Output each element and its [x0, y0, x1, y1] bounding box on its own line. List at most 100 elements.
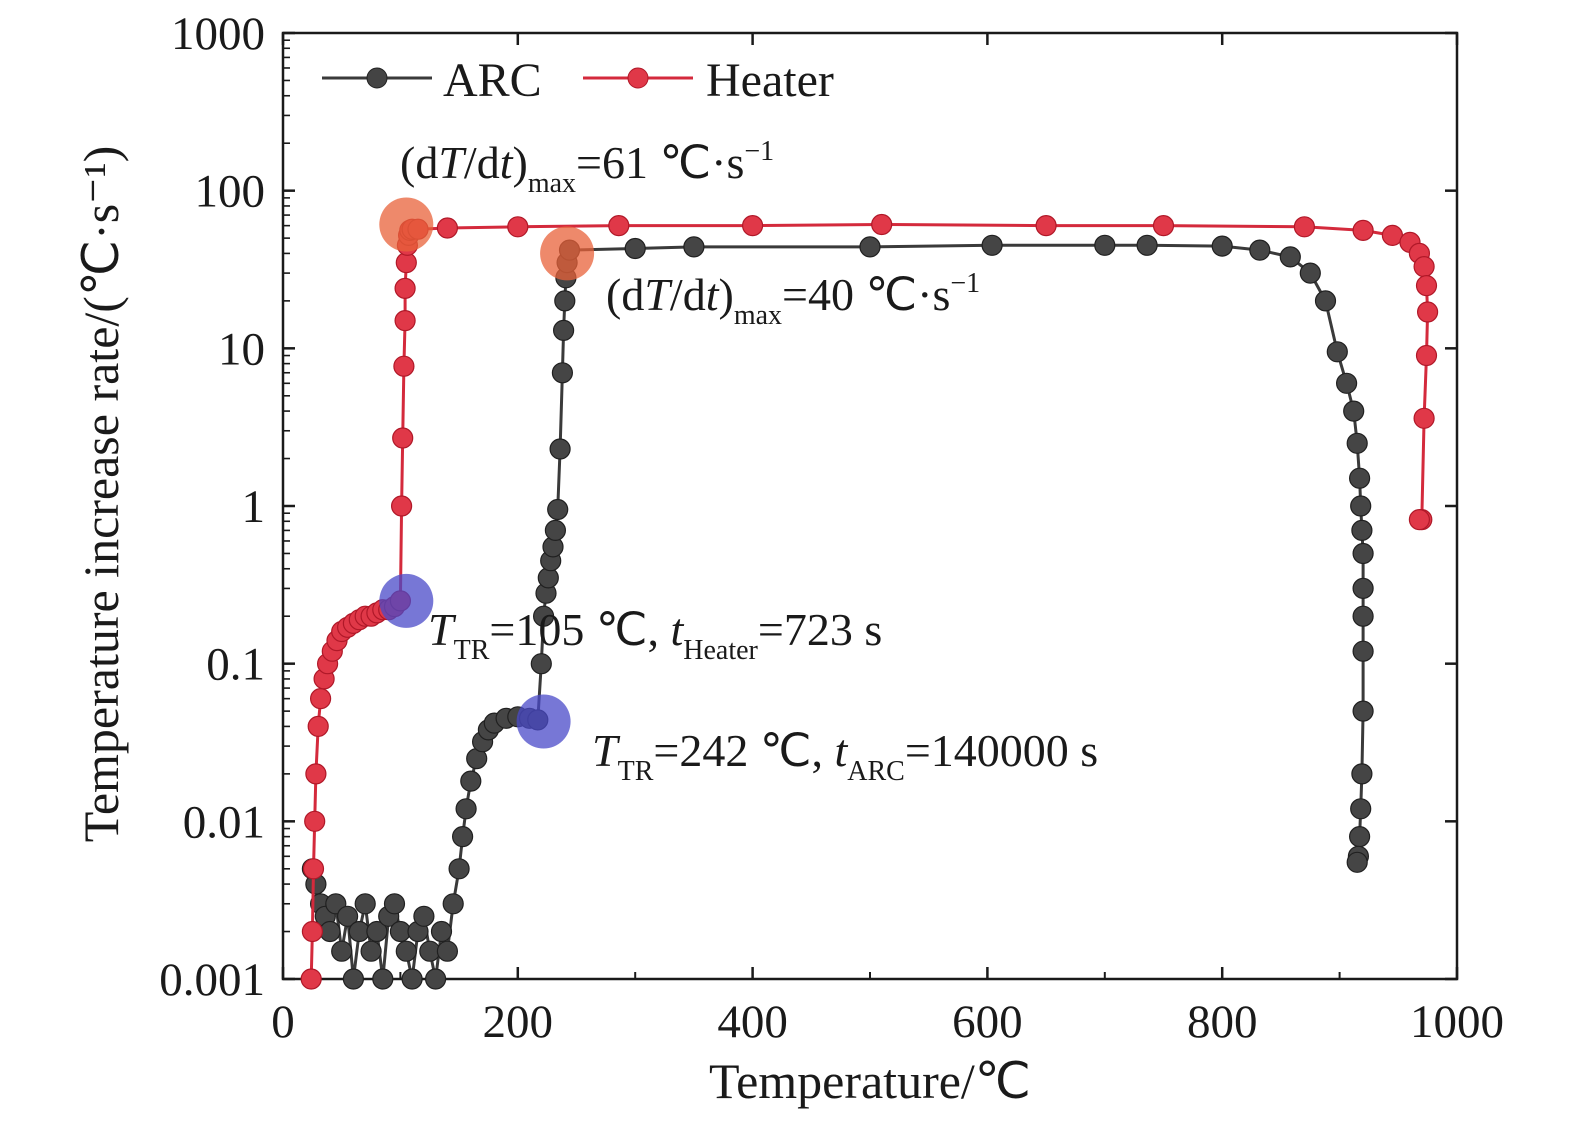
data-point: [394, 310, 416, 332]
annotation-arc-onset: TTR=242 ℃, tARC=140000 s: [592, 725, 1098, 787]
data-point: [859, 236, 881, 258]
data-point: [307, 715, 329, 738]
data-point: [1348, 467, 1371, 489]
annotation-heater-max-rate: (dT/dt)max=61 ℃·s−1: [400, 136, 774, 199]
data-point: [366, 920, 388, 943]
data-point: [741, 215, 764, 237]
data-point: [436, 940, 458, 962]
data-point: [544, 519, 567, 542]
data-point: [1408, 508, 1431, 531]
data-point: [301, 920, 323, 943]
y-tick-label: 0.001: [159, 954, 265, 1006]
data-point: [448, 858, 470, 880]
legend-arc-marker: [366, 67, 388, 89]
data-point: [1352, 700, 1374, 722]
data-point: [1415, 275, 1438, 297]
data-point: [1413, 256, 1435, 278]
data-point: [1346, 851, 1368, 873]
data-point: [1348, 825, 1371, 848]
data-point: [1346, 432, 1368, 454]
data-point: [372, 968, 394, 990]
data-point: [1352, 577, 1374, 600]
data-point: [452, 825, 474, 848]
y-tick-label: 10: [218, 323, 265, 375]
data-point: [1416, 301, 1439, 323]
x-tick-label: 600: [952, 996, 1023, 1048]
data-point: [302, 858, 325, 880]
data-point: [1352, 542, 1374, 565]
data-point: [554, 290, 576, 312]
data-point: [310, 687, 332, 710]
data-point: [1352, 640, 1374, 662]
data-point: [1314, 290, 1337, 312]
data-point: [419, 940, 441, 962]
x-tick-label: 0: [271, 996, 295, 1048]
data-point: [319, 920, 341, 943]
data-point: [1350, 495, 1372, 517]
data-point: [530, 653, 552, 675]
highlight-marker: [379, 573, 434, 628]
legend: ARC Heater: [322, 54, 834, 107]
data-point: [1094, 234, 1116, 256]
data-point: [1350, 798, 1372, 820]
data-point: [1343, 400, 1365, 422]
data-point: [551, 362, 574, 384]
data-point: [393, 355, 415, 377]
data-point: [1413, 407, 1435, 429]
data-point: [1152, 215, 1175, 237]
data-point: [1136, 234, 1158, 256]
data-point: [532, 605, 555, 627]
highlight-marker: [379, 197, 434, 252]
data-point: [549, 438, 571, 460]
data-point: [624, 237, 646, 260]
x-axis-title: Temperature/℃: [709, 1053, 1031, 1109]
y-tick-label: 100: [195, 166, 266, 218]
data-point: [331, 940, 353, 962]
data-point: [430, 920, 453, 943]
data-point: [547, 498, 569, 521]
data-point: [507, 216, 529, 238]
x-tick-label: 400: [717, 996, 788, 1048]
data-point: [395, 940, 417, 962]
data-point: [354, 893, 376, 915]
highlight-marker: [516, 694, 571, 749]
y-tick-label: 0.01: [183, 796, 265, 848]
data-point: [1351, 763, 1373, 785]
x-tick-label: 200: [483, 996, 554, 1048]
data-point: [1335, 372, 1358, 394]
highlight-markers: [379, 197, 595, 749]
data-point: [391, 495, 413, 517]
legend-heater-label: Heater: [706, 54, 834, 107]
data-point: [425, 968, 447, 990]
y-tick-label: 1: [242, 481, 266, 533]
data-point: [608, 215, 630, 237]
data-point: [300, 968, 322, 990]
x-tick-label: 1000: [1410, 996, 1504, 1048]
data-point: [455, 798, 477, 820]
data-point: [683, 236, 705, 258]
data-point: [383, 893, 406, 915]
data-point: [1035, 215, 1057, 237]
data-point: [305, 763, 327, 785]
data-point: [1352, 219, 1374, 241]
series-arc: [301, 234, 1374, 990]
data-point: [1211, 235, 1233, 257]
data-point: [981, 234, 1003, 256]
highlight-marker: [540, 226, 595, 281]
y-axis-title: Temperature increase rate/(℃·s⁻¹): [73, 146, 129, 842]
x-tick-label: 800: [1187, 996, 1258, 1048]
data-point: [1326, 341, 1348, 363]
data-point: [871, 213, 893, 236]
data-point: [460, 770, 482, 792]
data-point: [304, 810, 326, 832]
legend-arc-label: ARC: [443, 54, 542, 107]
data-point: [401, 968, 423, 990]
legend-heater-marker: [627, 67, 649, 89]
data-point: [552, 319, 575, 341]
data-point: [413, 905, 435, 927]
data-point: [442, 893, 464, 915]
annotation-arc-max-rate: (dT/dt)max=40 ℃·s−1: [606, 268, 980, 331]
data-point: [1279, 246, 1301, 268]
